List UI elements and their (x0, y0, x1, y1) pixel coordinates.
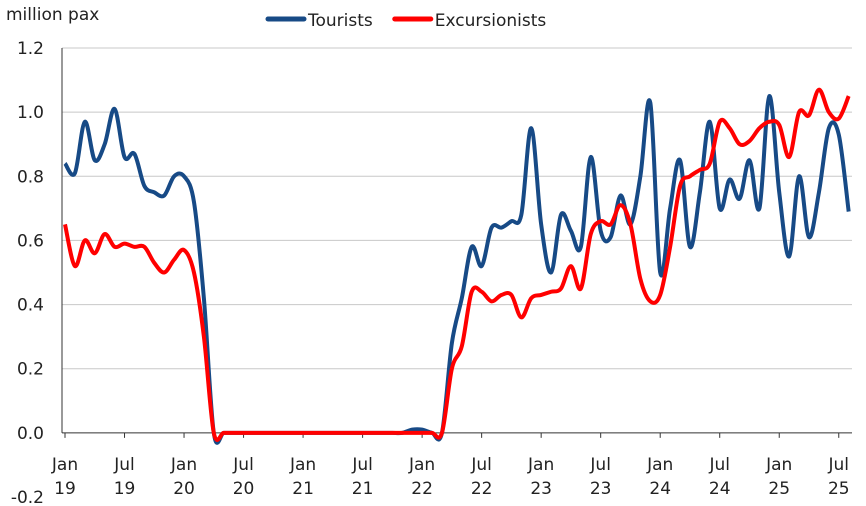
x-tick-label: Jul 21 (351, 455, 373, 499)
series-line (63, 87, 851, 442)
x-tick-label: Jan 19 (51, 455, 78, 499)
x-tick-label: Jan 24 (646, 455, 673, 499)
legend-label: Excursionists (435, 11, 547, 31)
y-tick-label: -0.2 (11, 488, 44, 506)
y-tick-label: 0.8 (17, 167, 44, 187)
x-tick-label: Jan 23 (527, 455, 554, 499)
x-tick-label: Jul 22 (470, 455, 492, 499)
x-tick-label: Jan 21 (289, 455, 316, 499)
y-tick-label: 1.0 (17, 103, 44, 123)
x-tick-label: Jul 20 (232, 455, 254, 499)
x-tick-label: Jan 22 (408, 455, 435, 499)
x-tick-label: Jul 24 (708, 455, 730, 499)
x-tick-label: Jul 23 (589, 455, 611, 499)
y-tick-label: 0.4 (17, 296, 44, 316)
x-tick-label: Jul 25 (828, 455, 850, 499)
y-axis-label: million pax (6, 5, 99, 25)
y-tick-label: 0.6 (17, 231, 44, 251)
y-tick-label: 1.2 (17, 39, 44, 59)
x-tick-label: Jul 19 (113, 455, 135, 499)
y-tick-label: 0.0 (17, 424, 44, 444)
x-tick-label: Jan 25 (765, 455, 792, 499)
series-line (63, 94, 851, 445)
legend-label: Tourists (307, 11, 373, 31)
x-tick-label: Jan 20 (170, 455, 197, 499)
y-tick-label: 0.2 (17, 360, 44, 380)
